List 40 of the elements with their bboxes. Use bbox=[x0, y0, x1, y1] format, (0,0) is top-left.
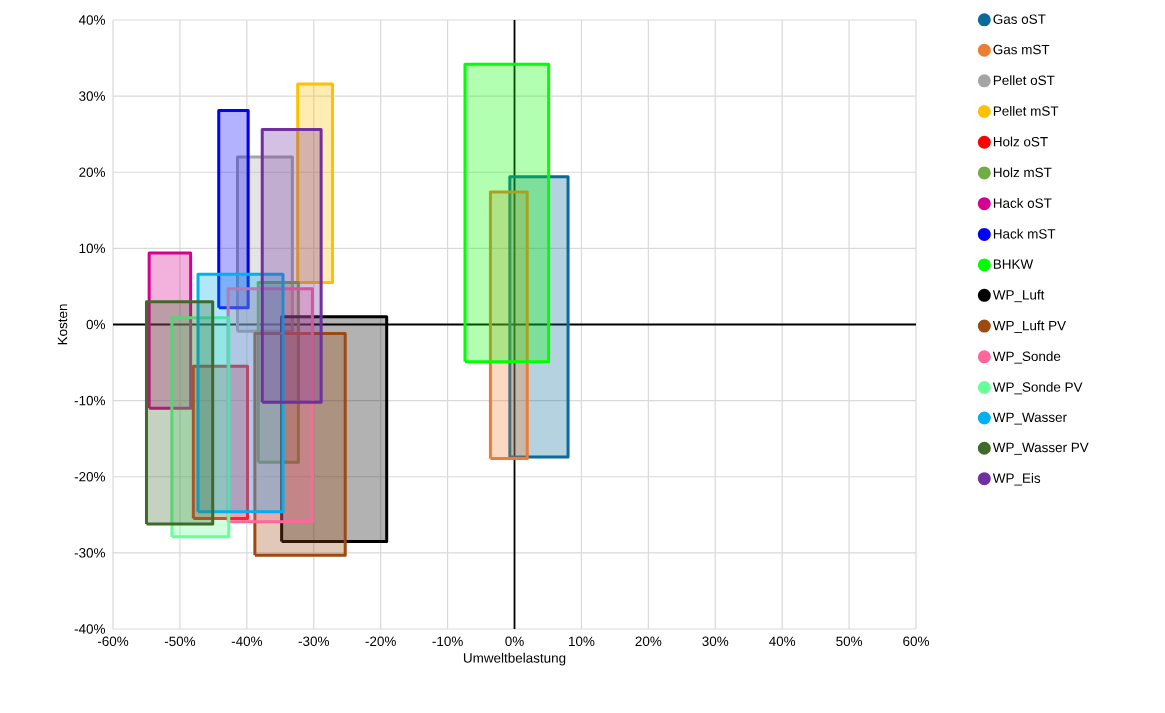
x-tick-label: -20% bbox=[365, 636, 396, 647]
x-tick-label: 50% bbox=[836, 636, 863, 647]
legend-label: Hack mST bbox=[993, 228, 1056, 239]
y-tick-label: 10% bbox=[79, 243, 106, 254]
x-tick-label: 10% bbox=[569, 636, 595, 647]
y-tick-label: 0% bbox=[86, 319, 106, 330]
legend-label: Gas oST bbox=[993, 14, 1046, 24]
legend-label: Pellet oST bbox=[993, 75, 1055, 86]
legend-label: WP_Sonde PV bbox=[992, 381, 1083, 395]
legend-label: Holz mST bbox=[993, 167, 1052, 178]
legend-label: Hack oST bbox=[993, 198, 1052, 208]
x-tick-label: -40% bbox=[231, 636, 263, 647]
x-tick-label: -30% bbox=[298, 636, 329, 647]
y-tick-label: -30% bbox=[74, 548, 106, 558]
x-tick-label: 20% bbox=[635, 636, 662, 647]
legend-label: WP_Luft PV bbox=[992, 320, 1066, 333]
legend-label: Gas mST bbox=[993, 44, 1050, 55]
x-tick-label: 60% bbox=[903, 636, 929, 647]
legend-label: WP_Eis bbox=[992, 473, 1041, 486]
legend-label: WP_Luft bbox=[992, 289, 1045, 303]
x-tick-label: -10% bbox=[432, 636, 463, 647]
x-tick-label: -50% bbox=[164, 636, 196, 647]
x-tick-label: 30% bbox=[702, 636, 729, 647]
legend-label: WP_Wasser bbox=[992, 412, 1067, 425]
x-tick-label: 0% bbox=[505, 636, 524, 647]
y-tick-label: 40% bbox=[78, 15, 106, 25]
legend-label: Pellet mST bbox=[993, 105, 1059, 116]
y-axis-title: Kosten bbox=[57, 304, 68, 345]
y-tick-label: 20% bbox=[79, 167, 106, 177]
y-tick-label: 30% bbox=[79, 91, 106, 101]
x-tick-label: 40% bbox=[769, 636, 796, 647]
y-tick-label: -10% bbox=[74, 395, 106, 406]
legend-label: Holz oST bbox=[993, 136, 1048, 147]
legend-label: WP_Wasser PV bbox=[992, 442, 1089, 455]
y-tick-label: -40% bbox=[74, 624, 106, 634]
legend-label: WP_Sonde bbox=[992, 351, 1061, 364]
y-tick-label: -20% bbox=[74, 471, 106, 482]
legend-label: BHKW bbox=[993, 259, 1034, 269]
x-tick-label: -60% bbox=[97, 636, 129, 647]
x-axis-title: Umweltbelastung bbox=[463, 652, 566, 666]
